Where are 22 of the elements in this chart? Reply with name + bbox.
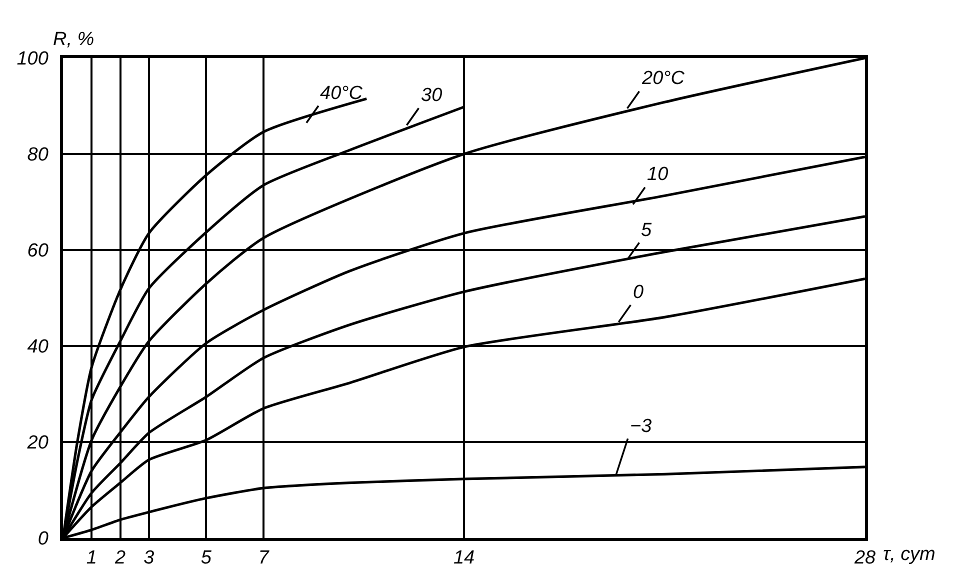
x-tick-label: 3: [144, 548, 155, 569]
y-tick-label: 60: [27, 240, 49, 262]
y-tick-label: 100: [16, 48, 49, 70]
x-tick-label: 2: [114, 548, 126, 569]
annotation: 20°C: [641, 68, 685, 89]
annotation: 30: [421, 85, 443, 106]
annotation: 5: [641, 220, 652, 241]
x-tick-label: 1: [86, 548, 97, 569]
y-axis-title: R, %: [53, 29, 94, 50]
y-tick-label: 80: [27, 144, 49, 166]
y-tick-label: 20: [26, 432, 49, 454]
x-tick-label: 14: [453, 548, 475, 569]
annotation: −3: [630, 416, 652, 437]
x-tick-label: 28: [853, 548, 876, 569]
x-tick-label: 5: [200, 548, 212, 569]
y-tick-label: 40: [27, 336, 49, 358]
y-tick-label: 0: [38, 528, 49, 550]
annotation: 0: [633, 282, 644, 303]
x-tick-label: 7: [258, 548, 270, 569]
annotation: 40°C: [320, 83, 363, 104]
x-axis-title: τ, сут: [883, 544, 936, 565]
annotation: 10: [647, 164, 669, 185]
